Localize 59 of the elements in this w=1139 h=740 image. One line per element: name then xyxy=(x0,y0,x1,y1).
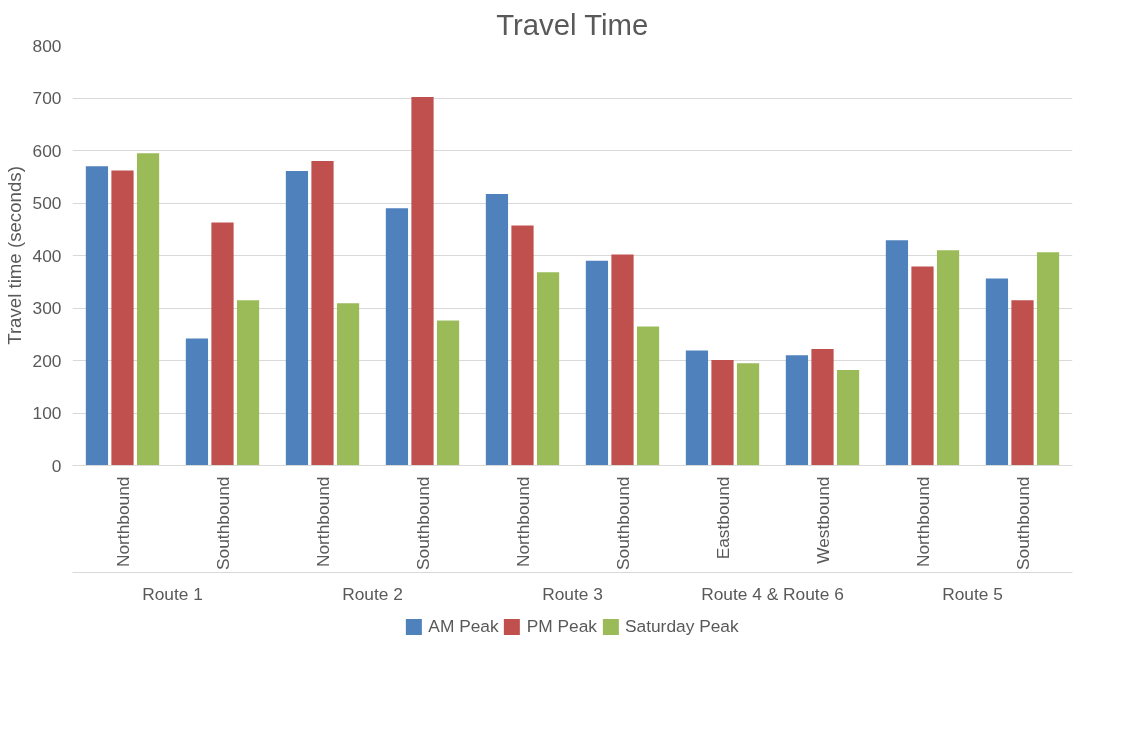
x-tick-label: Eastbound xyxy=(712,476,733,560)
x-tick-label: Northbound xyxy=(912,476,933,568)
y-tick-label: 700 xyxy=(32,88,62,108)
chart-title: Travel Time xyxy=(496,7,649,41)
bar xyxy=(111,170,134,466)
bar xyxy=(811,348,834,466)
bar xyxy=(211,222,234,466)
bar xyxy=(736,363,760,466)
bar xyxy=(311,161,334,466)
bar xyxy=(285,170,309,466)
y-tick-label: 0 xyxy=(51,455,62,476)
bar xyxy=(511,225,534,466)
bar xyxy=(585,260,609,466)
bar xyxy=(985,278,1009,466)
bar xyxy=(685,350,709,466)
text: Route 2 xyxy=(342,583,403,604)
legend-label: PM Peak xyxy=(526,615,597,637)
x-tick-label: Southbound xyxy=(212,476,233,570)
bar xyxy=(136,153,160,466)
y-tick-label: 800 xyxy=(32,35,62,56)
bar xyxy=(936,250,960,466)
y-tick-label: 200 xyxy=(32,350,62,371)
bar xyxy=(785,355,809,466)
bar xyxy=(236,300,260,466)
bar xyxy=(1011,300,1034,466)
bar xyxy=(611,254,634,466)
x-tick-label: Westbound xyxy=(812,476,833,564)
x-tick-label: Southbound xyxy=(612,476,633,570)
x-tick-label: Southbound xyxy=(1012,476,1033,570)
y-tick-label: 400 xyxy=(32,245,62,266)
x-tick-label: Southbound xyxy=(412,476,433,570)
text: Route 5 xyxy=(942,583,1003,604)
bar xyxy=(411,96,434,466)
bar xyxy=(711,359,734,466)
y-tick-label: 100 xyxy=(32,403,62,423)
text: Route 3 xyxy=(542,583,603,604)
bar xyxy=(385,208,409,466)
y-tick-label: 600 xyxy=(32,140,62,161)
bar xyxy=(911,266,934,466)
bar xyxy=(185,338,209,466)
bar xyxy=(1036,252,1060,466)
legend-label: Saturday Peak xyxy=(624,615,739,637)
x-tick-label: Northbound xyxy=(512,476,533,568)
text: Route 1 xyxy=(142,583,203,604)
y-tick-label: 500 xyxy=(32,193,62,213)
bar xyxy=(436,320,460,466)
bar xyxy=(85,166,109,466)
bar xyxy=(885,240,909,466)
y-tick-label: 300 xyxy=(32,298,62,318)
y-axis-title: Travel time (seconds) xyxy=(3,166,25,345)
bar xyxy=(336,303,360,466)
bar xyxy=(836,369,860,466)
x-tick-label: Northbound xyxy=(112,476,133,568)
bar xyxy=(485,194,509,466)
text: Route 4 & Route 6 xyxy=(701,583,844,604)
bar xyxy=(636,326,660,466)
bar xyxy=(536,272,560,466)
legend-label: AM Peak xyxy=(428,615,499,637)
x-tick-label: Northbound xyxy=(312,476,333,568)
